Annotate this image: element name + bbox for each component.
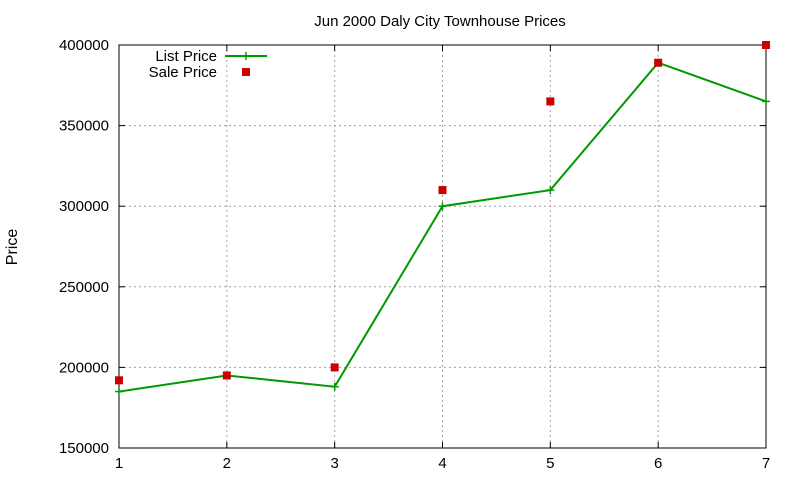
list-price-line [118,61,767,393]
y-tick-label: 350000 [59,118,109,135]
list-price-point [762,97,770,106]
axis-ticks: 1 2 3 4 5 6 7 150000 200000 250000 300000 350000 400… [59,37,770,472]
legend-square-swatch [242,68,250,76]
x-tick-label: 4 [438,455,446,472]
sale-price-point [330,363,339,372]
sale-price-point [654,58,663,67]
list-price-point [546,186,555,195]
sale-price-point [438,186,447,195]
y-tick-label: 150000 [59,440,109,457]
y-tick-label: 300000 [59,198,109,215]
sale-price-point [115,376,123,385]
list-price-point [438,202,447,211]
sale-price-point [546,97,555,106]
y-tick-label: 200000 [59,359,109,376]
y-tick-label: 250000 [59,279,109,296]
grid-lines [119,45,766,448]
x-tick-label: 3 [330,455,338,472]
x-tick-label: 7 [762,455,770,472]
sale-price-point [762,41,770,49]
x-tick-label: 6 [654,455,662,472]
list-price-point [330,382,339,391]
legend-label: Sale Price [149,64,217,81]
chart-title: Jun 2000 Daly City Townhouse Prices [314,13,566,30]
x-tick-label: 2 [223,455,231,472]
list-price-point [115,387,123,396]
y-tick-label: 400000 [59,37,109,54]
x-tick-label: 1 [115,455,123,472]
y-axis-label: Price [4,229,21,266]
legend-label: List Price [155,48,217,65]
x-tick-label: 5 [546,455,554,472]
series-layer [115,41,770,396]
sale-price-point [222,371,231,380]
